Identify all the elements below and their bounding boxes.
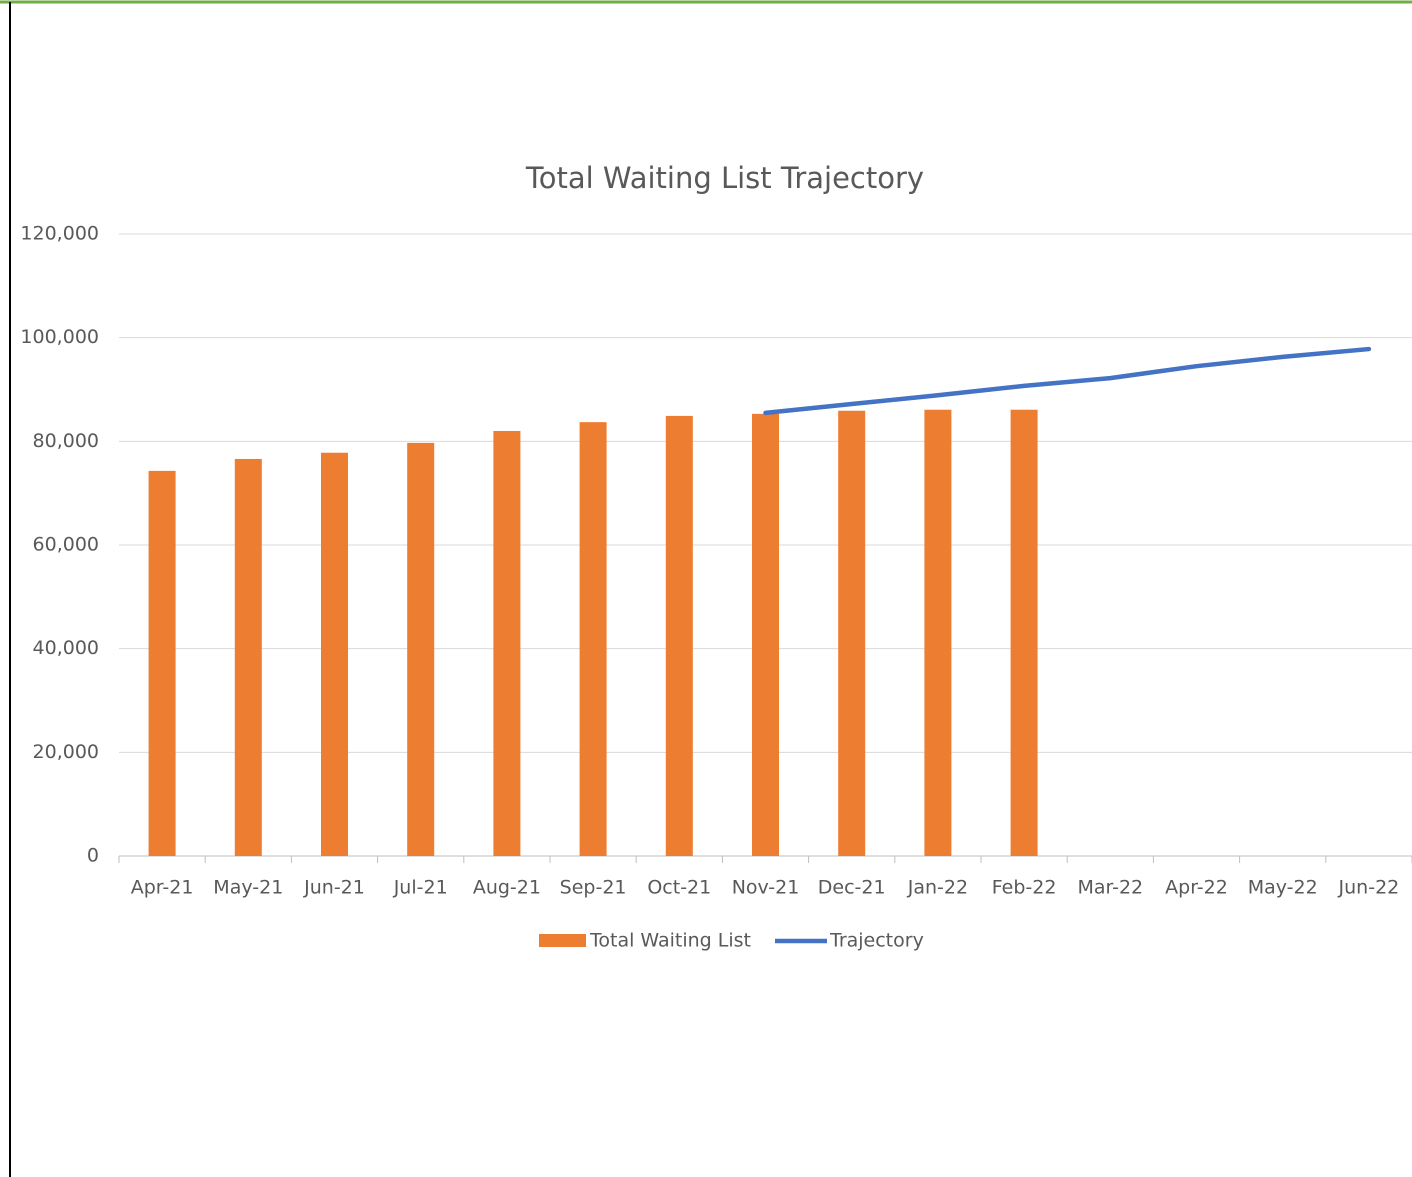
y-tick-label: 120,000 [20,223,99,245]
x-tick-label: Jul-21 [393,877,448,899]
x-tick-label: Aug-21 [473,877,541,899]
legend-label: Total Waiting List [589,930,751,952]
line [763,346,1372,416]
bar [148,470,176,856]
y-tick-label: 80,000 [33,430,99,452]
x-tick-label: Nov-21 [732,877,800,899]
bar [234,458,262,856]
x-tick-label: Apr-21 [131,877,194,899]
x-tick-label: Apr-22 [1165,877,1228,899]
y-tick-label: 20,000 [33,741,99,763]
x-tick-label: Jun-22 [1338,877,1400,899]
bar [924,409,952,856]
legend-label: Trajectory [829,930,924,952]
x-tick-label: Mar-22 [1077,877,1143,899]
bar [407,442,435,856]
x-tick-label: Jan-22 [907,877,968,899]
x-tick-label: May-21 [213,877,283,899]
x-tick-label: Jun-21 [303,877,365,899]
bar [838,410,866,856]
x-tick-label: Sep-21 [560,877,627,899]
x-tick-label: Oct-21 [647,877,711,899]
x-tick-label: Dec-21 [818,877,886,899]
bar [665,415,693,856]
x-tick-label: May-22 [1248,877,1318,899]
bar [752,413,779,856]
bar [579,422,607,856]
bar [493,430,521,856]
x-tick-label: Feb-22 [992,877,1057,899]
y-tick-label: 60,000 [33,534,99,556]
chart-title: Total Waiting List Trajectory [525,161,924,195]
y-tick-label: 0 [87,845,99,867]
bar [1010,409,1038,856]
bar [321,452,348,856]
y-tick-label: 40,000 [33,637,99,659]
legend-swatch [539,934,586,947]
y-tick-label: 100,000 [20,326,99,348]
